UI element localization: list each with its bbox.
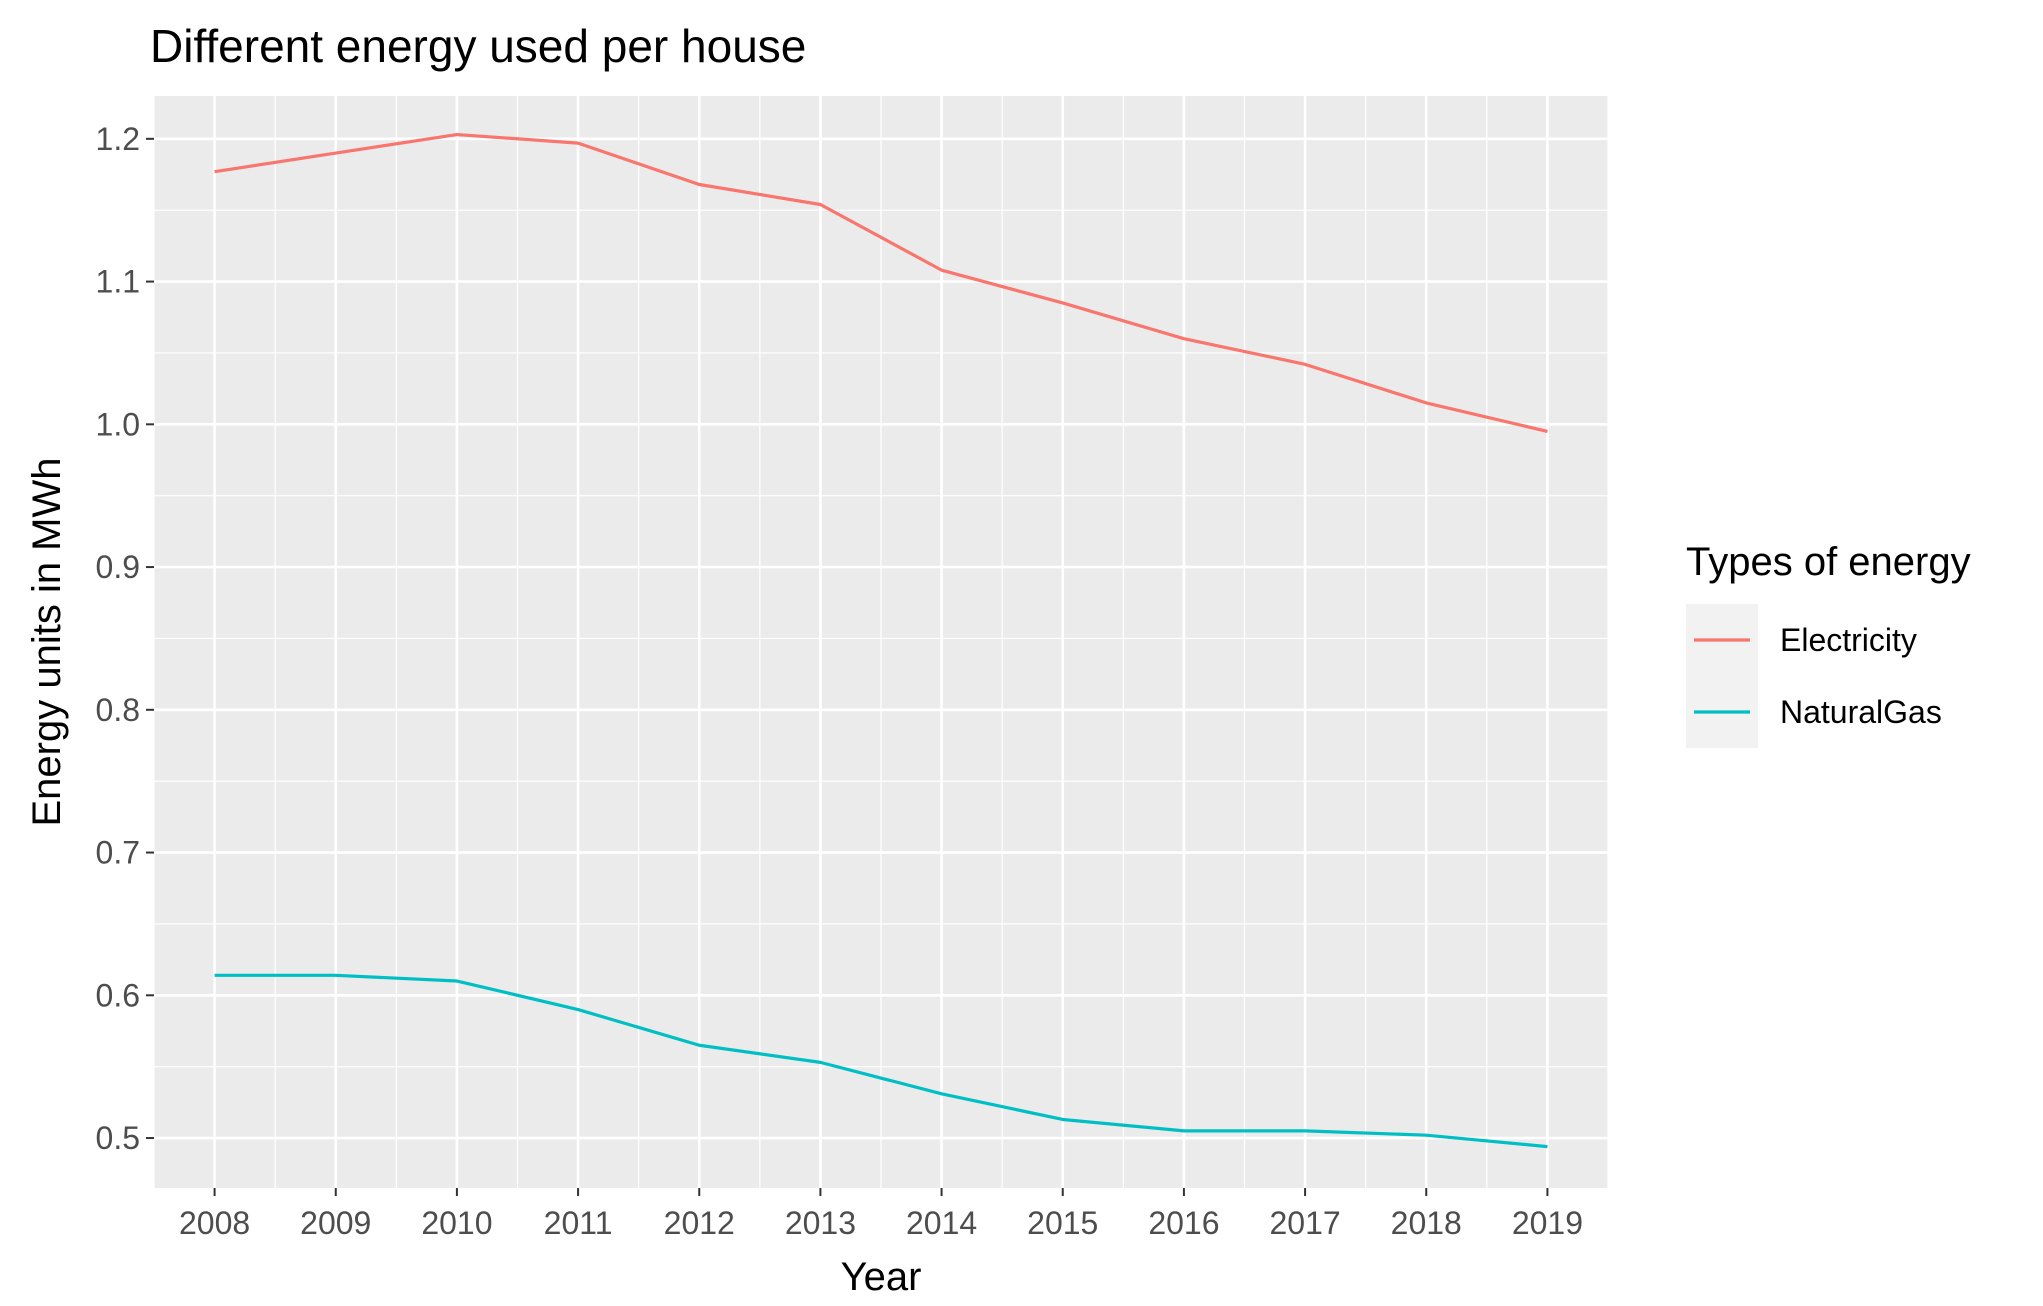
x-tick-label: 2015 bbox=[1027, 1205, 1098, 1241]
y-tick-label: 1.0 bbox=[96, 406, 140, 442]
y-tick-label: 1.1 bbox=[96, 264, 140, 300]
x-tick-label: 2008 bbox=[179, 1205, 250, 1241]
legend-title: Types of energy bbox=[1686, 540, 1971, 584]
y-tick-label: 0.6 bbox=[96, 977, 140, 1013]
y-axis-title: Energy units in MWh bbox=[25, 457, 69, 826]
x-axis-title: Year bbox=[841, 1255, 922, 1299]
x-tick-label: 2012 bbox=[664, 1205, 735, 1241]
legend-label-electricity: Electricity bbox=[1780, 622, 1917, 658]
legend-items: Electricity NaturalGas bbox=[1694, 622, 1942, 730]
chart-title: Different energy used per house bbox=[150, 20, 806, 72]
x-tick-label: 2009 bbox=[300, 1205, 371, 1241]
y-tick-label: 0.8 bbox=[96, 692, 140, 728]
legend-key-background bbox=[1686, 604, 1758, 748]
x-tick-label: 2013 bbox=[785, 1205, 856, 1241]
x-tick-label: 2018 bbox=[1391, 1205, 1462, 1241]
x-tick-label: 2011 bbox=[544, 1205, 613, 1241]
x-tick-label: 2014 bbox=[906, 1205, 977, 1241]
series-lines bbox=[214, 132, 1548, 1149]
x-tick-label: 2010 bbox=[421, 1205, 492, 1241]
y-tick-label: 0.5 bbox=[96, 1120, 140, 1156]
y-tick-label: 0.9 bbox=[96, 549, 140, 585]
legend: Types of energy Electricity NaturalGas bbox=[1686, 540, 1971, 748]
x-tick-label: 2019 bbox=[1512, 1205, 1583, 1241]
y-tick-label: 0.7 bbox=[96, 835, 140, 871]
y-axis-ticks: 0.5 0.6 0.7 0.8 0.9 1.0 1.1 1.2 bbox=[96, 121, 154, 1156]
series-line-electricity bbox=[214, 132, 1548, 434]
major-gridlines bbox=[154, 96, 1608, 1188]
legend-label-naturalgas: NaturalGas bbox=[1780, 694, 1942, 730]
x-tick-label: 2017 bbox=[1269, 1205, 1340, 1241]
x-tick-label: 2016 bbox=[1148, 1205, 1219, 1241]
minor-gridlines bbox=[153, 96, 1609, 1188]
x-axis-ticks: 2008 2009 2010 2011 2012 2013 2014 2015 2016 2017… bbox=[179, 1188, 1583, 1241]
series-line-naturalgas bbox=[214, 973, 1548, 1149]
y-tick-label: 1.2 bbox=[96, 121, 140, 157]
